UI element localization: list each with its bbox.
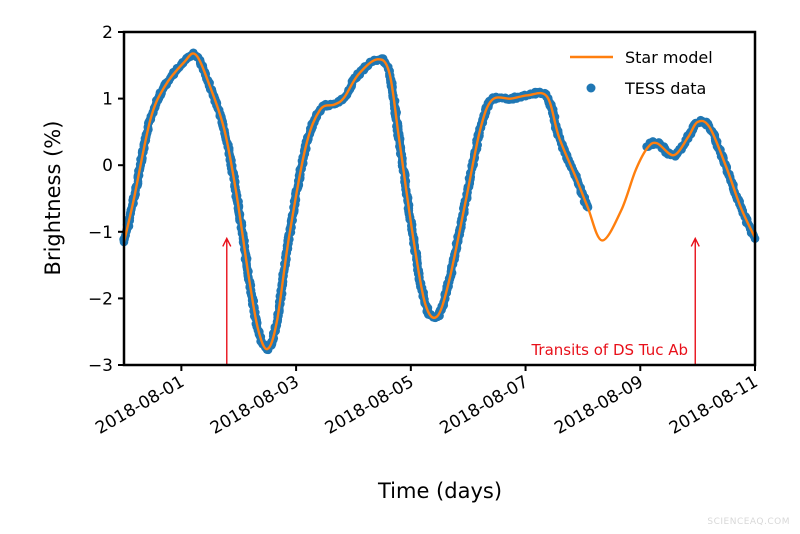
transit-arrowhead [690,236,700,247]
y-tick-label: −3 [88,356,113,376]
plot-frame [122,30,757,367]
y-tick-label: 1 [102,90,113,110]
y-axis: 2 1 0 −1 −2 −3 [88,23,124,376]
y-tick-label: −1 [88,223,113,243]
x-tick-label: 2018-08-03 [207,372,303,439]
transit-arrowhead [222,236,232,247]
legend-model-label: Star model [625,48,713,67]
legend-data-swatch [586,83,596,93]
x-tick-label: 2018-08-01 [92,372,188,439]
legend-data-label: TESS data [624,79,706,98]
transit-arrows [222,236,700,365]
x-tick-label: 2018-08-09 [551,372,647,439]
x-tick-label: 2018-08-07 [436,372,532,439]
star-model-line [122,52,757,351]
y-axis-label: Brightness (%) [41,121,65,276]
y-tick-label: 2 [102,23,113,43]
x-axis: 2018-08-01 2018-08-03 2018-08-05 2018-08-07… [92,365,762,439]
watermark: SCIENCEAQ.COM [707,517,790,527]
y-tick-label: 0 [102,156,113,176]
transit-annotation: Transits of DS Tuc Ab [530,341,688,359]
x-axis-label: Time (days) [377,479,502,503]
legend: Star model TESS data [570,48,713,98]
x-tick-label: 2018-08-11 [666,372,762,439]
y-tick-label: −2 [88,289,113,309]
x-tick-label: 2018-08-05 [322,372,418,439]
